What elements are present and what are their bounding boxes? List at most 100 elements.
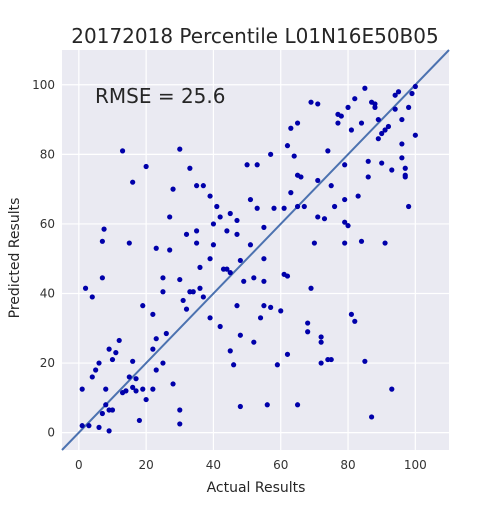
data-point [207, 256, 213, 262]
data-point [133, 376, 139, 382]
data-point [264, 402, 270, 408]
data-point [338, 113, 344, 119]
data-point [234, 217, 240, 224]
data-point [126, 240, 132, 246]
data-point [298, 174, 304, 180]
data-point [261, 278, 267, 284]
data-point [335, 120, 341, 126]
data-point [237, 332, 243, 338]
data-point [331, 203, 338, 210]
data-point [106, 346, 112, 352]
data-point [167, 247, 173, 253]
data-point [241, 278, 247, 284]
data-point [160, 289, 166, 295]
data-point [325, 148, 331, 154]
data-point [261, 256, 267, 262]
x-tick-label: 100 [404, 458, 427, 472]
data-point [187, 165, 193, 171]
data-point [375, 136, 381, 142]
data-point [382, 240, 388, 246]
data-point [261, 224, 267, 230]
data-point [99, 410, 105, 417]
data-point [210, 221, 217, 227]
data-point [234, 303, 240, 309]
data-point [103, 402, 109, 408]
data-point [365, 174, 371, 180]
data-point [305, 329, 311, 335]
data-point [274, 362, 280, 368]
data-point [143, 163, 149, 170]
data-point [318, 339, 324, 345]
y-tick-label: 80 [40, 147, 55, 161]
data-point [271, 205, 277, 211]
data-point [369, 414, 375, 420]
data-point [130, 179, 136, 185]
data-point [207, 315, 213, 321]
data-point [348, 311, 355, 317]
data-point [153, 367, 159, 373]
data-point [79, 386, 85, 392]
data-point [281, 205, 287, 211]
data-point [133, 388, 139, 394]
data-point [106, 428, 112, 434]
data-point [130, 358, 136, 364]
data-point [200, 294, 206, 300]
data-point [217, 214, 223, 220]
tick-labels: 0 20 40 60 80 100 0 20 40 60 80 100 [32, 78, 427, 472]
data-point [160, 275, 166, 281]
data-point [150, 386, 156, 392]
data-point [177, 276, 183, 283]
data-point [379, 160, 385, 166]
data-point [177, 421, 183, 427]
data-point [308, 285, 314, 291]
data-point [247, 242, 254, 248]
data-point [278, 308, 284, 314]
data-point [294, 203, 301, 210]
data-point [200, 183, 206, 189]
data-point [402, 172, 408, 178]
data-point [342, 162, 348, 168]
data-point [119, 148, 126, 154]
x-tick-label: 20 [138, 458, 153, 472]
data-point [311, 240, 317, 246]
data-point [163, 330, 169, 337]
data-point [101, 226, 107, 232]
data-point [153, 336, 159, 342]
data-point [126, 374, 132, 380]
x-tick-label: 0 [75, 458, 83, 472]
data-point [412, 83, 418, 90]
data-point [251, 339, 257, 345]
data-point [308, 99, 314, 105]
data-point [237, 257, 243, 264]
data-point [197, 285, 203, 291]
data-point [328, 356, 334, 363]
data-point [113, 350, 119, 356]
data-point [342, 196, 348, 203]
data-point [207, 193, 213, 199]
data-point [140, 303, 146, 309]
identity-reference-line [61, 49, 450, 451]
data-point [170, 186, 176, 192]
data-point [362, 85, 368, 91]
data-point [261, 303, 267, 309]
data-point [318, 360, 324, 366]
data-point [231, 362, 237, 368]
data-point [409, 90, 415, 97]
x-axis-label: Actual Results [207, 480, 306, 496]
data-point [342, 219, 348, 225]
data-point [96, 424, 102, 430]
data-point [315, 177, 321, 184]
data-point [86, 423, 92, 429]
data-point [379, 130, 385, 137]
data-point [180, 297, 186, 304]
data-point [210, 242, 217, 248]
data-point [352, 318, 358, 324]
data-point [284, 143, 291, 149]
data-point [399, 155, 405, 161]
data-point [103, 386, 109, 392]
data-point [251, 275, 257, 281]
data-point [406, 203, 412, 210]
data-point [177, 146, 183, 152]
data-point [197, 264, 203, 270]
data-point [352, 96, 358, 102]
